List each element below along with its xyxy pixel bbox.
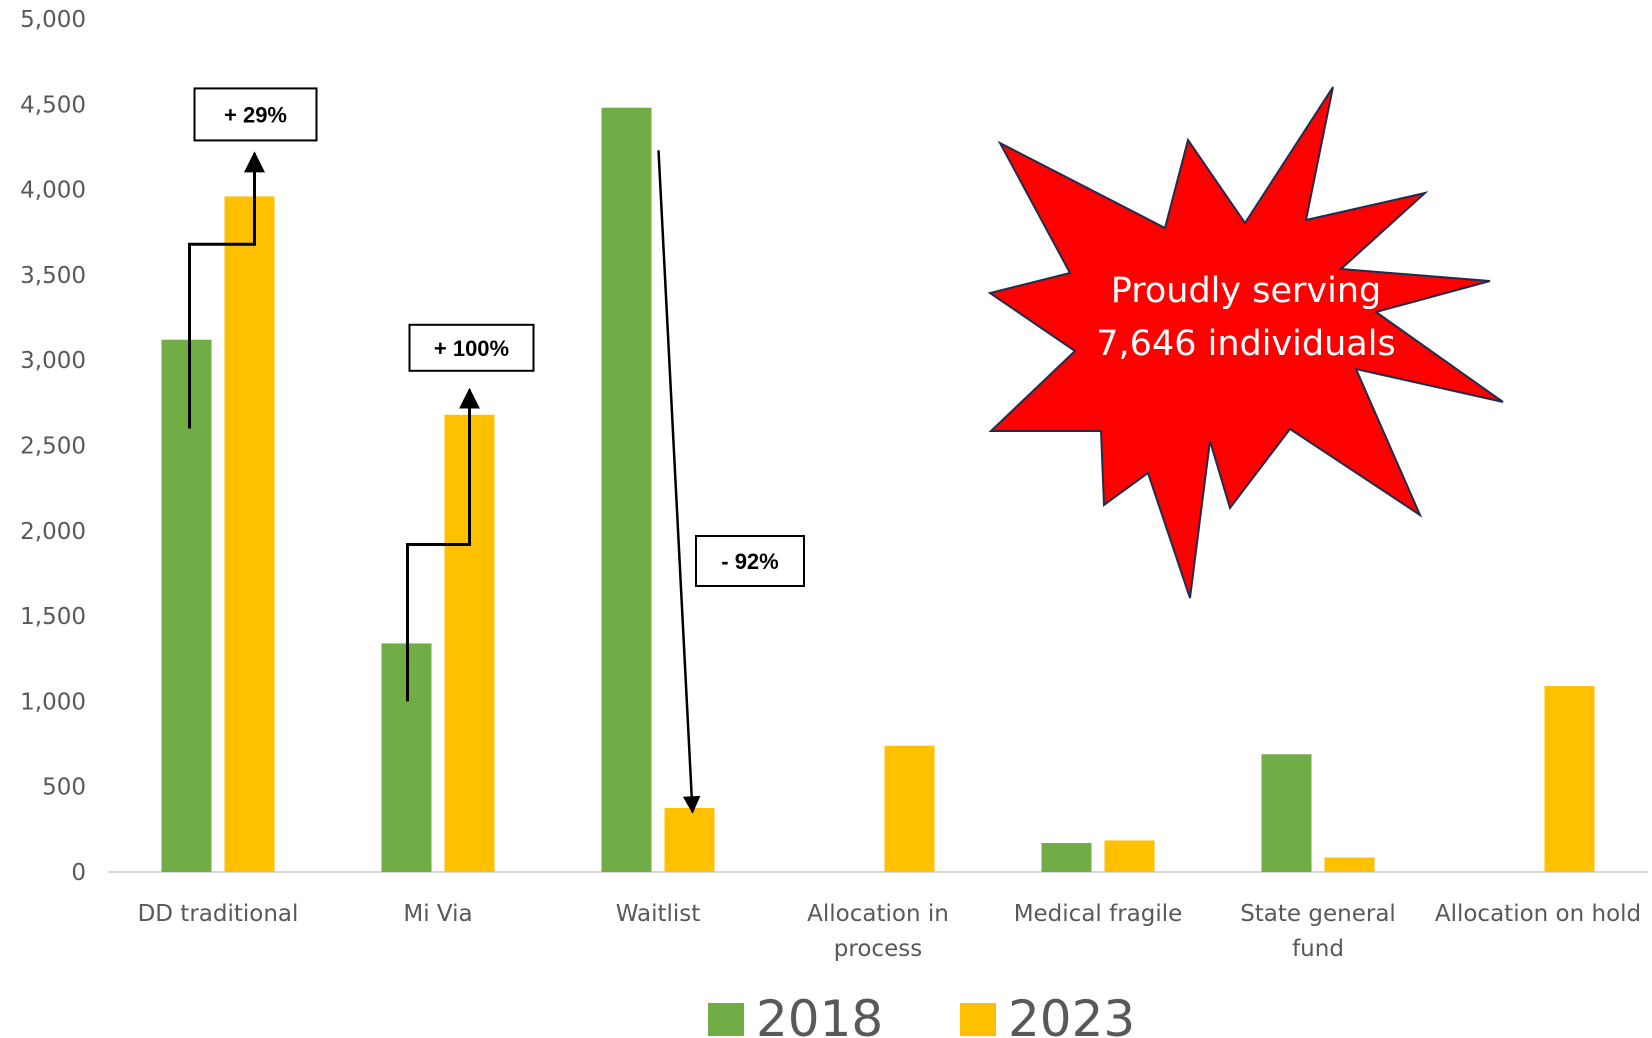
legend-swatch: [960, 1003, 996, 1036]
starburst-shape: [987, 86, 1504, 599]
legend-label: 2023: [1008, 990, 1135, 1038]
x-tick-label: Medical fragile: [1014, 901, 1183, 927]
y-tick-label: 4,500: [20, 92, 86, 118]
callout-text: 7,646 individuals: [1096, 324, 1395, 364]
bar-2018-0: [161, 339, 212, 872]
y-tick-label: 1,000: [20, 689, 86, 715]
legend-swatch: [708, 1003, 744, 1036]
annotations: + 29% + 100% - 92%: [188, 87, 805, 814]
arrow-connector: [406, 387, 480, 702]
annotation-label: + 29%: [224, 102, 287, 127]
annotation-box: [695, 535, 805, 587]
y-tick-label: 500: [42, 775, 86, 801]
y-tick-label: 5,000: [20, 7, 86, 33]
arrow-connector: [657, 150, 701, 814]
annotation-label: - 92%: [721, 549, 778, 574]
x-tick-label: Allocation on hold: [1435, 901, 1641, 927]
callout-text: Proudly serving: [1111, 271, 1381, 311]
x-tick-label: Allocation in: [807, 901, 949, 927]
y-tick-label: 4,000: [20, 178, 86, 204]
annotation-box: [408, 323, 535, 372]
arrow-connector: [188, 151, 265, 429]
bar-2023-3: [884, 745, 935, 872]
y-tick-label: 0: [71, 860, 86, 886]
bar-2023-2: [664, 808, 715, 872]
callout-burst: Proudly serving 7,646 individuals: [987, 86, 1504, 599]
bar-2018-5: [1261, 754, 1312, 872]
bar-2018-4: [1041, 842, 1092, 872]
y-tick-label: 2,500: [20, 434, 86, 460]
y-tick-label: 1,500: [20, 604, 86, 630]
x-tick-label: Mi Via: [403, 901, 472, 927]
legend: 2018 2023: [708, 990, 1135, 1038]
bar-2023-6: [1544, 686, 1595, 872]
bar-2023-0: [224, 196, 275, 872]
y-tick-label: 3,500: [20, 263, 86, 289]
x-tick-label: Waitlist: [616, 901, 701, 927]
bar-2023-4: [1104, 840, 1155, 872]
x-axis: DD traditional Mi Via Waitlist Allocation i…: [138, 901, 1642, 962]
bar-2018-2: [601, 107, 652, 873]
y-tick-label: 2,000: [20, 519, 86, 545]
annotation-box: [193, 87, 318, 142]
x-tick-label: DD traditional: [138, 901, 299, 927]
y-tick-label: 3,000: [20, 348, 86, 374]
x-tick-label: fund: [1292, 936, 1344, 962]
x-tick-label: process: [834, 936, 922, 962]
y-axis: 0 500 1,000 1,500 2,000 2,500 3,000 3,500 4,000 4…: [20, 7, 86, 886]
bar-2023-5: [1324, 857, 1375, 872]
x-tick-label: State general: [1240, 901, 1396, 927]
annotation-label: + 100%: [434, 336, 509, 361]
legend-label: 2018: [756, 990, 883, 1038]
